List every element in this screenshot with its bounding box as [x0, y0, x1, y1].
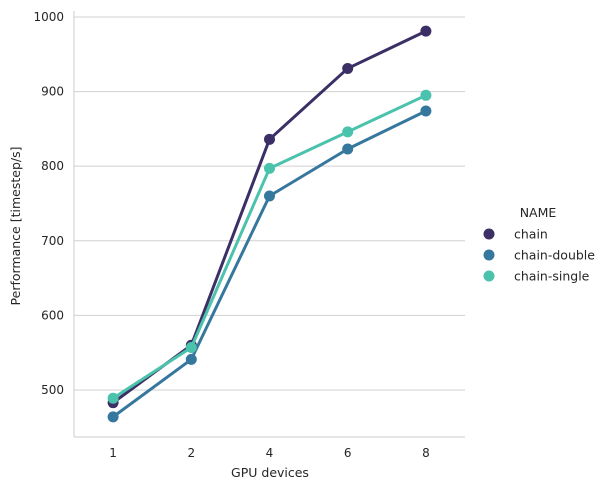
series-line — [111, 29, 428, 405]
data-point — [342, 143, 354, 155]
data-point — [342, 126, 354, 138]
data-point — [107, 411, 119, 423]
grid-lines — [74, 16, 465, 391]
x-tick-label: 8 — [422, 446, 430, 460]
legend-marker — [483, 270, 495, 282]
legend-label: chain-single — [514, 269, 590, 284]
legend-marker — [483, 228, 495, 240]
data-point — [420, 25, 432, 37]
y-tick-label: 800 — [41, 159, 64, 173]
y-tick-labels: 500 600 700 800 900 1000 — [33, 10, 64, 397]
legend-item-chain: chain — [483, 227, 548, 242]
series-chain-double — [107, 105, 432, 423]
data-point — [185, 341, 197, 353]
y-axis-label: Performance [timestep/s] — [8, 147, 23, 306]
y-tick-label: 700 — [41, 234, 64, 248]
legend-item-chain-double: chain-double — [483, 248, 595, 263]
x-tick-label: 6 — [344, 446, 352, 460]
legend: NAME chain chain-double chain-single — [483, 205, 595, 284]
x-tick-label: 2 — [187, 446, 195, 460]
y-tick-label: 900 — [41, 85, 64, 99]
y-tick-label: 1000 — [33, 10, 64, 24]
x-tick-label: 4 — [266, 446, 274, 460]
legend-title: NAME — [520, 205, 557, 220]
legend-marker — [483, 249, 495, 261]
data-point — [264, 190, 275, 202]
legend-label: chain — [514, 227, 548, 242]
data-point — [185, 353, 197, 365]
y-tick-label: 500 — [41, 383, 64, 397]
x-axis-label: GPU devices — [231, 465, 309, 480]
data-point — [420, 105, 432, 117]
data-point — [264, 133, 275, 145]
series-chain-single — [107, 89, 432, 404]
data-point — [342, 62, 354, 74]
data-point — [107, 392, 119, 404]
data-point — [264, 162, 275, 174]
y-tick-label: 600 — [41, 308, 64, 322]
legend-label: chain-double — [514, 248, 595, 263]
x-tick-label: 1 — [109, 446, 117, 460]
series-chain — [107, 25, 432, 409]
series-layer — [107, 25, 432, 423]
data-point — [420, 89, 432, 101]
series-line — [111, 109, 428, 419]
x-tick-labels: 1 2 4 6 8 — [109, 446, 429, 460]
legend-item-chain-single: chain-single — [483, 269, 590, 284]
